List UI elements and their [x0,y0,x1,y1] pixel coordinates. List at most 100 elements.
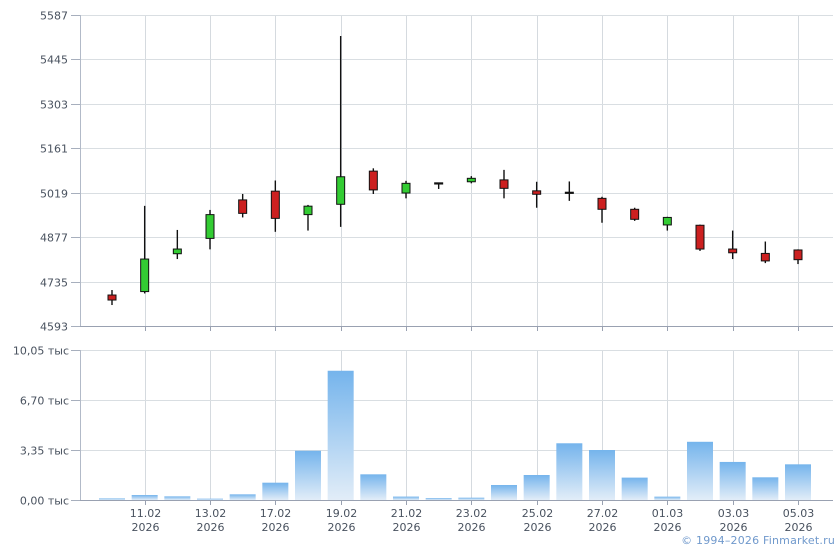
candle-body-down [238,199,248,214]
date-year-label: 2026 [328,521,356,534]
volume-bar [621,477,648,500]
candle [205,209,215,250]
candle [336,35,346,227]
price-axis-label: 5587 [40,10,68,23]
date-label: 11.02 [130,507,162,520]
candle [728,230,738,260]
volume-bar [752,477,779,500]
candle [401,180,411,199]
date-year-label: 2026 [197,521,225,534]
date-label: 01.03 [652,507,684,520]
candle-body-down [728,248,738,254]
candle-body-up [172,248,182,255]
date-year-label: 2026 [458,521,486,534]
candle-body-up [466,177,476,183]
candle-body-down [368,170,378,191]
candle [238,193,248,218]
candle [303,204,313,231]
date-year-label: 2026 [393,521,421,534]
volume-bar [425,498,452,500]
volume-bar [393,496,419,500]
candle-body-up [140,258,150,293]
date-label: 23.02 [456,507,488,520]
date-year-label: 2026 [720,521,748,534]
candle-doji-body [564,191,574,194]
price-axis-label: 4735 [40,277,68,290]
price-axis-label: 5445 [40,54,68,67]
price-axis-label: 5019 [40,188,68,201]
candle-body-down [597,197,607,210]
volume-bar [687,441,713,500]
date-year-label: 2026 [132,521,160,534]
candle-body-down [793,249,803,261]
date-label: 13.02 [195,507,227,520]
candle [466,176,476,184]
candle [532,181,542,208]
candle [793,249,803,265]
candle [172,229,182,260]
candle-body-up [336,176,346,205]
candle [434,182,444,189]
date-label: 21.02 [391,507,423,520]
candle [630,207,640,221]
volume-bar [131,495,158,500]
candle-body-down [695,224,705,250]
candle [499,169,509,199]
date-label: 27.02 [587,507,619,520]
candle-body-down [107,294,117,301]
price-axis-label: 4877 [40,232,68,245]
volume-bar [229,494,256,500]
candle-body-up [662,216,672,226]
copyright-link[interactable]: © 1994–2026 Finmarket.ru [681,534,835,547]
date-year-label: 2026 [654,521,682,534]
date-label: 17.02 [260,507,292,520]
date-label: 03.03 [718,507,750,520]
volume-bar [556,443,583,500]
candle-body-down [760,252,770,262]
volume-axis-label: 0,00 тыс [20,495,69,508]
volume-bar [491,485,517,500]
candle [597,196,607,223]
candle [140,205,150,294]
date-year-label: 2026 [262,521,290,534]
date-label: 19.02 [326,507,358,520]
date-year-label: 2026 [524,521,552,534]
volume-bar [99,498,125,500]
volume-bar [523,475,550,500]
candle-body-down [532,190,542,195]
volume-bar [785,464,811,500]
volume-bar [197,498,223,500]
candle [760,241,770,264]
volume-bar [360,474,387,500]
price-axis-label: 5161 [40,143,68,156]
date-label: 05.03 [783,507,815,520]
volume-bar [262,482,289,500]
date-year-label: 2026 [785,521,813,534]
candle-body-up [401,182,411,194]
date-label: 25.02 [522,507,554,520]
volume-bar [654,496,681,500]
volume-bar [719,461,746,500]
candle [662,216,672,231]
volume-bar [327,370,354,500]
candle [107,290,117,306]
candle-doji-body [434,182,444,185]
volume-axis-label: 6,70 тыс [20,395,69,408]
volume-axis-label: 10,05 тыс [13,345,69,358]
candle [564,181,574,201]
volume-bar [589,450,615,500]
candle-body-down [630,208,640,220]
volume-bar [295,450,321,500]
candle-body-down [499,179,509,189]
volume-bar [458,497,485,500]
candle [368,168,378,194]
candle [270,180,280,232]
volume-bar [164,496,191,500]
date-year-label: 2026 [589,521,617,534]
price-axis-label: 4593 [40,321,68,334]
candle-body-up [303,205,313,216]
candle [695,224,705,251]
price-axis-label: 5303 [40,99,68,112]
